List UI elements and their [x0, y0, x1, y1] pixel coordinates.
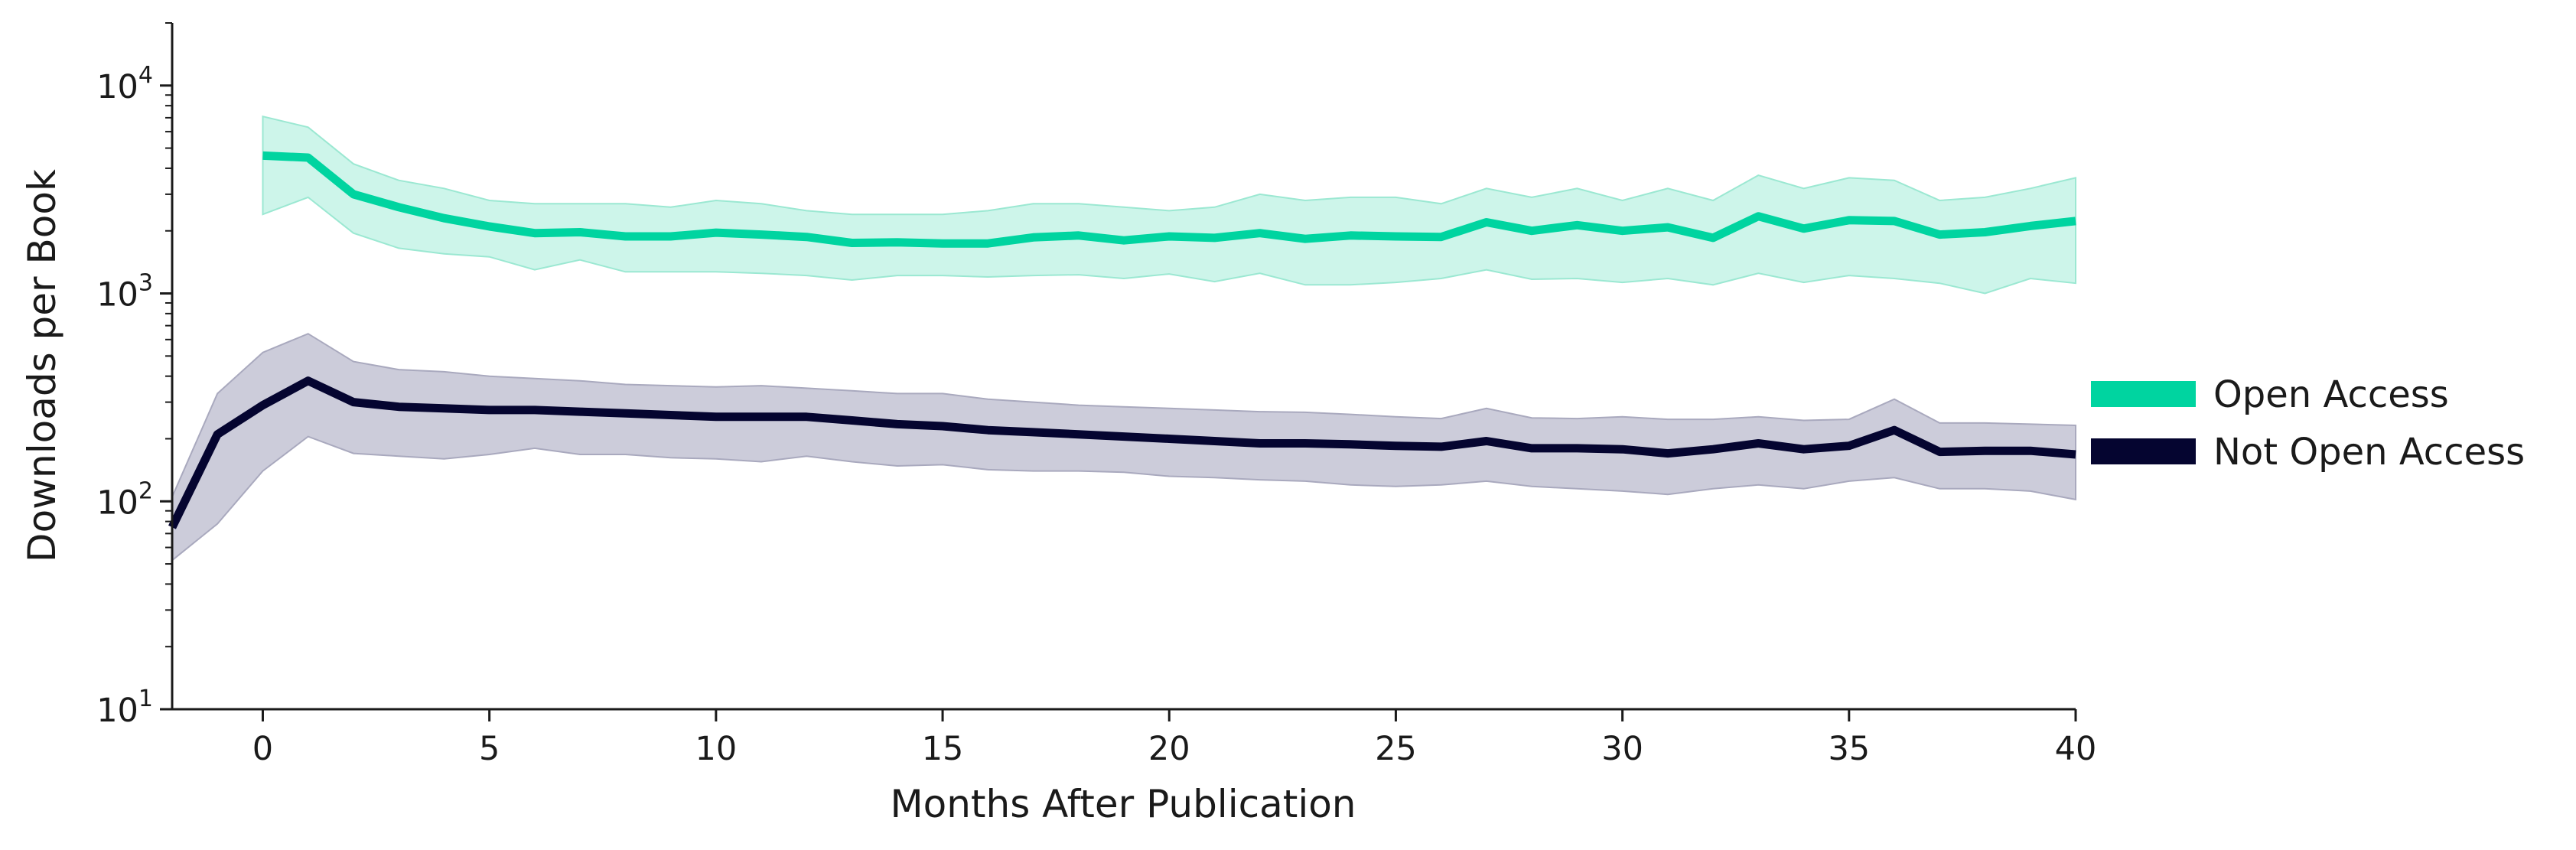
legend-swatch-not-open-access [2091, 438, 2196, 464]
x-tick-label: 0 [252, 730, 273, 768]
x-tick-label: 35 [1828, 730, 1870, 768]
legend-label-open-access: Open Access [2213, 373, 2449, 416]
legend-label-not-open-access: Not Open Access [2213, 431, 2525, 474]
series-lines [168, 151, 2076, 529]
x-axis-ticks: 0 5 10 15 20 25 30 35 40 [252, 709, 2097, 768]
legend-swatch-open-access [2091, 381, 2196, 407]
y-tick-label: 103 [96, 270, 153, 314]
x-tick-label: 20 [1148, 730, 1190, 768]
y-axis-label: Downloads per Book [20, 169, 64, 562]
open-access-line [262, 151, 2076, 248]
x-tick-label: 15 [922, 730, 964, 768]
x-tick-label: 25 [1375, 730, 1417, 768]
axes [171, 23, 2076, 711]
x-tick-label: 30 [1601, 730, 1643, 768]
y-axis-ticks: 101 102 103 104 [96, 22, 172, 730]
legend: Open Access Not Open Access [2091, 373, 2525, 474]
not-open-access-band [171, 333, 2076, 562]
confidence-bands [171, 115, 2076, 562]
x-tick-label: 5 [479, 730, 500, 768]
y-tick-label: 101 [96, 686, 153, 730]
x-axis-label: Months After Publication [890, 782, 1356, 826]
x-tick-label: 10 [695, 730, 737, 768]
x-tick-label: 40 [2055, 730, 2097, 768]
not-open-access-line [168, 376, 2076, 529]
y-tick-label: 102 [96, 477, 153, 522]
y-tick-label: 104 [96, 62, 153, 106]
open-access-band [262, 115, 2076, 295]
